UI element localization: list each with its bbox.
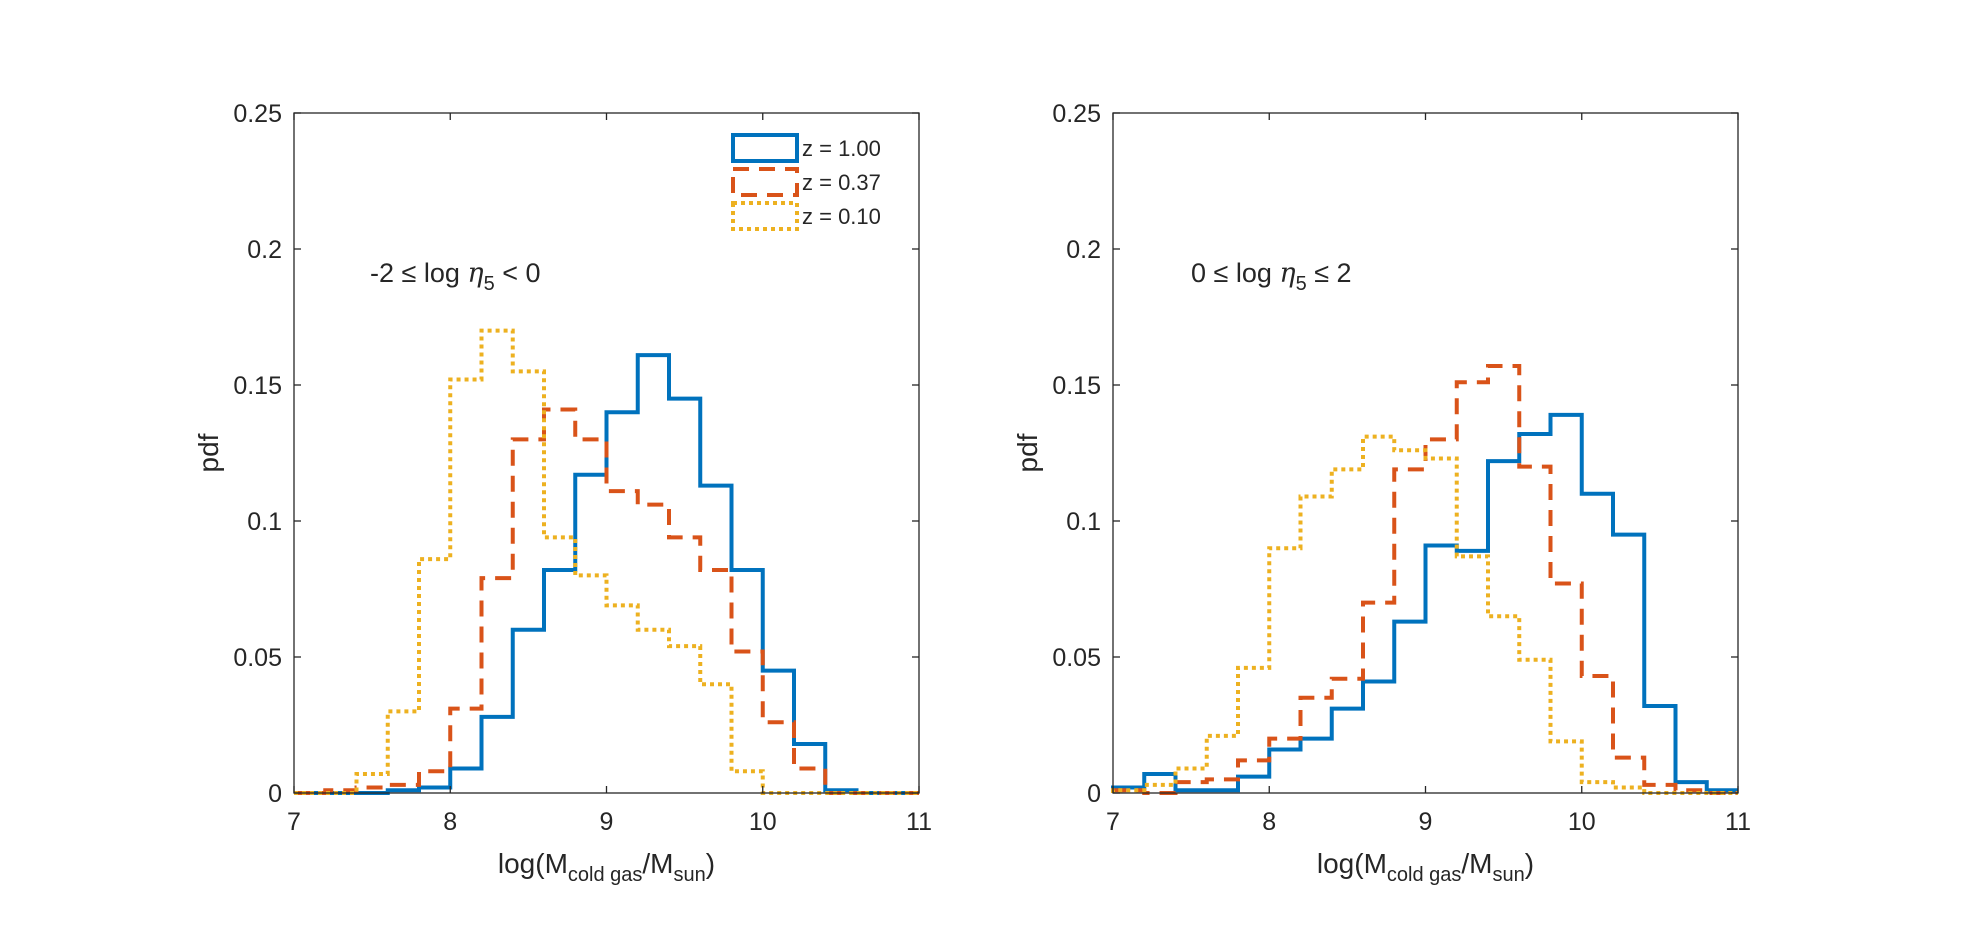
y-tick-label: 0.15: [1052, 372, 1101, 400]
legend-swatch: [731, 201, 799, 231]
legend-label: z = 0.37: [802, 170, 881, 195]
y-axis-label: pdf: [1012, 433, 1043, 472]
series-line-z-1-00: [1111, 412, 1738, 793]
x-tick-label: 8: [443, 808, 457, 836]
x-tick-label: 10: [1568, 808, 1596, 836]
y-tick-label: 0.05: [1052, 644, 1101, 672]
y-tick-label: 0.1: [247, 508, 282, 536]
y-tick-label: 0.15: [233, 372, 282, 400]
panel-left: 7 8 9 10 11 0 0.05 0.1 0.15 0.2 0.25 pdf log(Mcold g…: [193, 100, 932, 886]
x-axis-label: log(Mcold gas/Msun): [498, 848, 715, 886]
x-tick-label: 11: [1725, 808, 1751, 836]
x-tick-label: 9: [600, 808, 614, 836]
legend-swatch: [731, 167, 799, 197]
y-tick-label: 0: [1087, 780, 1101, 808]
series-line-z-0-10: [1111, 434, 1738, 795]
legend-swatch: [731, 133, 799, 163]
series-line-z-0-37: [1111, 363, 1738, 795]
series-line-z-0-10: [294, 328, 919, 795]
y-tick-label: 0.2: [1066, 236, 1101, 264]
x-tick-label: 7: [1106, 808, 1120, 836]
y-tick-label: 0.1: [1066, 508, 1101, 536]
x-axis-label: log(Mcold gas/Msun): [1317, 848, 1534, 886]
y-tick-label: 0.25: [233, 100, 282, 128]
y-tick-label: 0.2: [247, 236, 282, 264]
series-line-z-1-00: [294, 353, 919, 795]
y-tick-label: 0.05: [233, 644, 282, 672]
legend-label: z = 0.10: [802, 204, 881, 229]
y-tick-label: 0.25: [1052, 100, 1101, 128]
x-tick-label: 9: [1419, 808, 1433, 836]
panel-right: 7 8 9 10 11 0 0.05 0.1 0.15 0.2 0.25 pdf log(Mcold g…: [1012, 100, 1751, 886]
legend: z = 1.00 z = 0.37 z = 0.10: [731, 133, 881, 231]
legend-label: z = 1.00: [802, 136, 881, 161]
series-line-z-0-37: [294, 407, 919, 795]
y-axis-label: pdf: [193, 433, 224, 472]
x-tick-label: 8: [1262, 808, 1276, 836]
panel-annotation: -2 ≤ log η5 < 0: [370, 258, 540, 295]
y-tick-label: 0: [268, 780, 282, 808]
x-tick-label: 7: [287, 808, 301, 836]
panel-annotation: 0 ≤ log η5 ≤ 2: [1191, 258, 1352, 295]
x-tick-label: 11: [906, 808, 932, 836]
x-tick-label: 10: [749, 808, 777, 836]
